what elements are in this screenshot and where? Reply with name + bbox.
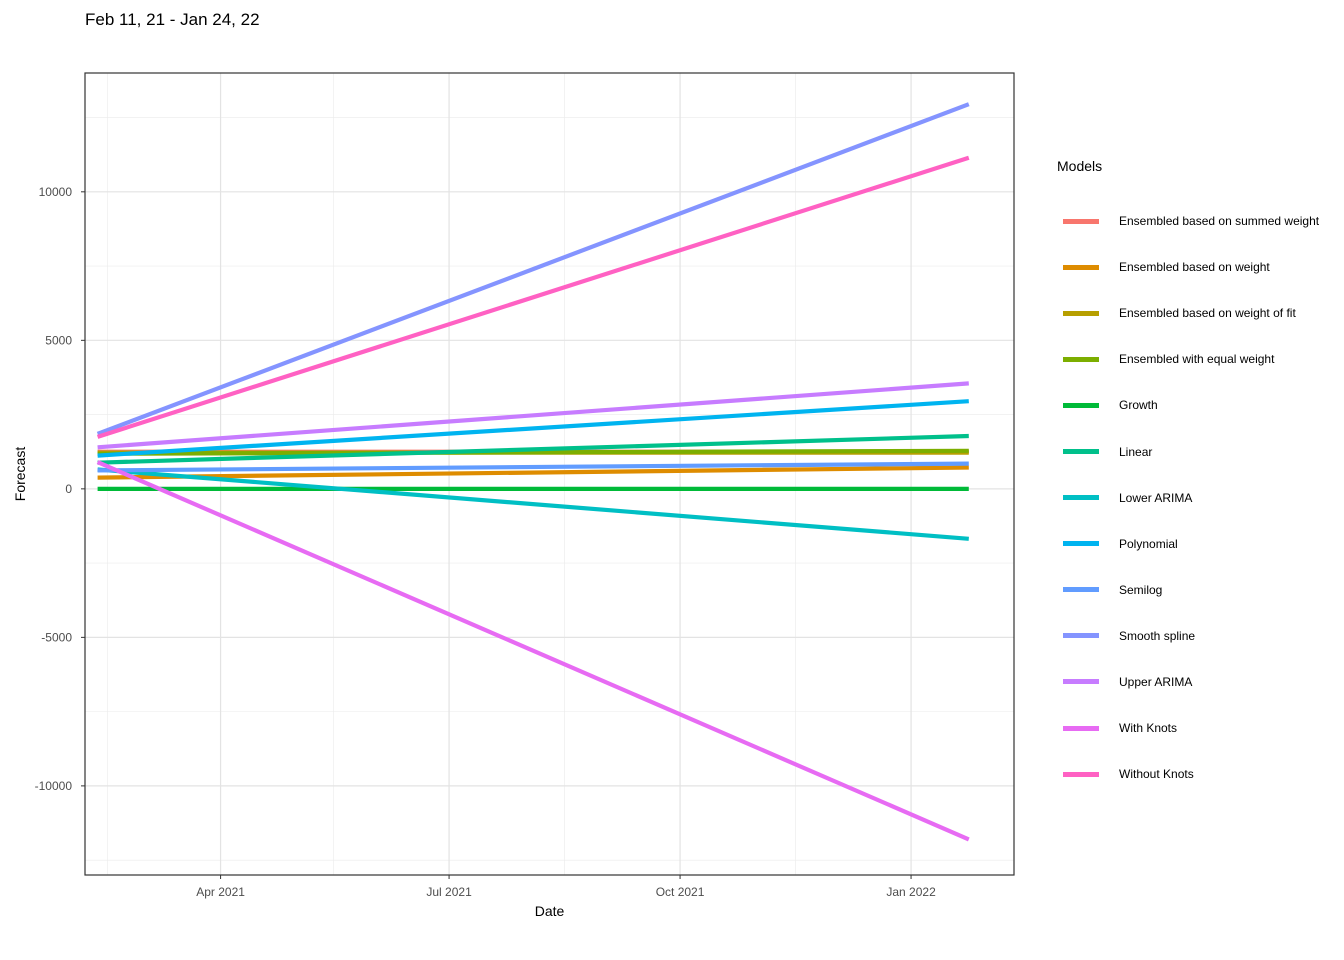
- series-line-with-knots: [96, 460, 970, 842]
- series-line-ensembled-based-on-weight: [97, 465, 969, 480]
- legend-item: Growth: [1057, 382, 1342, 428]
- y-tick-label: -5000: [41, 630, 72, 644]
- y-axis-title: Forecast: [12, 447, 28, 502]
- legend-label: Without Knots: [1119, 767, 1194, 782]
- series-line-lower-arima: [97, 467, 969, 541]
- legend-key-swatch: [1063, 587, 1099, 593]
- legend-item: Ensembled based on weight: [1057, 244, 1342, 290]
- legend-label: Growth: [1119, 398, 1158, 413]
- legend-key-swatch: [1063, 356, 1099, 362]
- legend-key-swatch: [1063, 495, 1099, 501]
- series-line-upper-arima: [97, 381, 969, 450]
- legend-label: Semilog: [1119, 582, 1163, 597]
- legend-item: Semilog: [1057, 567, 1342, 613]
- legend-key-swatch: [1063, 449, 1099, 455]
- legend-key-swatch: [1063, 725, 1099, 731]
- x-tick-label: Oct 2021: [656, 885, 705, 899]
- y-tick-label: 10000: [39, 185, 73, 199]
- legend-key-swatch: [1063, 541, 1099, 547]
- legend-label: Lower ARIMA: [1119, 490, 1193, 505]
- legend-title: Models: [1057, 158, 1103, 174]
- chart-title: Feb 11, 21 - Jan 24, 22: [85, 10, 260, 29]
- legend-key-swatch: [1063, 402, 1099, 408]
- x-tick-label: Jul 2021: [426, 885, 472, 899]
- legend-item: Ensembled with equal weight: [1057, 336, 1342, 382]
- series-line-ensembled-with-equal-weight: [97, 448, 969, 456]
- y-tick-label: 0: [65, 482, 72, 496]
- y-tick-label: -10000: [35, 779, 73, 793]
- series-line-linear: [97, 433, 969, 465]
- legend-label: Ensembled based on weight of fit: [1119, 306, 1296, 321]
- legend-label: Smooth spline: [1119, 628, 1196, 643]
- legend-item: Upper ARIMA: [1057, 659, 1342, 705]
- legend-item: Ensembled based on summed weight: [1057, 198, 1342, 244]
- legend-key-swatch: [1063, 679, 1099, 685]
- legend-label: Linear: [1119, 444, 1153, 459]
- legend-item: Ensembled based on weight of fit: [1057, 290, 1342, 336]
- series-line-smooth-spline: [96, 102, 970, 436]
- legend-label: Ensembled based on weight: [1119, 260, 1270, 275]
- legend-key-swatch: [1063, 264, 1099, 270]
- legend-item: With Knots: [1057, 705, 1342, 751]
- series-line-semilog: [97, 461, 969, 473]
- legend-key-swatch: [1063, 310, 1099, 316]
- legend-item: Without Knots: [1057, 751, 1342, 797]
- series-lines: [96, 102, 970, 842]
- legend-key-swatch: [1063, 218, 1099, 224]
- legend-item: Polynomial: [1057, 521, 1342, 567]
- series-line-polynomial: [97, 399, 969, 458]
- axis-ticks: -10000 -5000 0 5000 10000 Apr 2021 Jul 2021 Oct…: [35, 185, 936, 899]
- legend-label: Polynomial: [1119, 536, 1178, 551]
- legend-label: Ensembled with equal weight: [1119, 352, 1275, 367]
- legend-label: Ensembled based on summed weight: [1119, 214, 1320, 229]
- legend-item: Lower ARIMA: [1057, 475, 1342, 521]
- y-tick-label: 5000: [45, 333, 72, 347]
- legend-key-swatch: [1063, 633, 1099, 639]
- legend-item: Smooth spline: [1057, 613, 1342, 659]
- legend-label: With Knots: [1119, 721, 1178, 736]
- legend: Models Ensembled based on summed weight E…: [1057, 158, 1342, 797]
- legend-label: Upper ARIMA: [1119, 674, 1193, 689]
- legend-key-swatch: [1063, 771, 1099, 777]
- x-axis-title: Date: [535, 903, 565, 919]
- legend-items: Ensembled based on summed weight Ensemble…: [1057, 198, 1342, 797]
- plot-border: [84, 72, 1015, 876]
- series-line-without-knots: [96, 155, 970, 439]
- x-tick-label: Apr 2021: [196, 885, 245, 899]
- legend-item: Linear: [1057, 428, 1342, 474]
- minor-gridlines: [85, 73, 1014, 875]
- x-tick-label: Jan 2022: [886, 885, 936, 899]
